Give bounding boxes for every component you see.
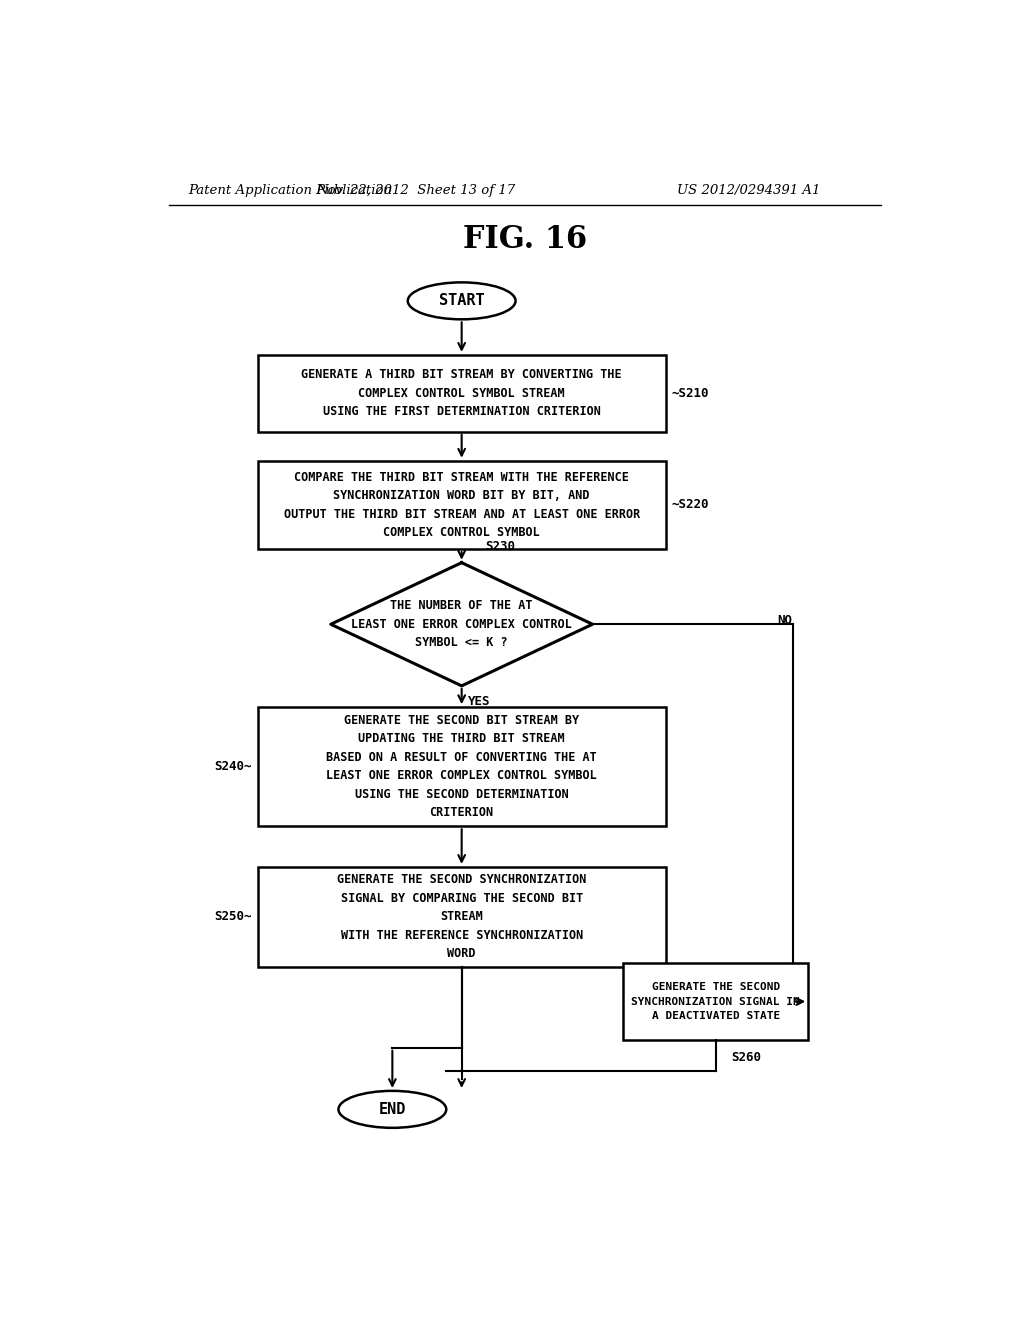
Ellipse shape [339,1090,446,1127]
Text: US 2012/0294391 A1: US 2012/0294391 A1 [677,185,820,197]
Text: S240~: S240~ [214,760,252,774]
Text: S260: S260 [731,1051,761,1064]
Ellipse shape [408,282,515,319]
Text: GENERATE THE SECOND
SYNCHRONIZATION SIGNAL IN
A DEACTIVATED STATE: GENERATE THE SECOND SYNCHRONIZATION SIGN… [632,982,800,1020]
Bar [258,461,666,549]
Text: FIG. 16: FIG. 16 [463,224,587,255]
Text: S250~: S250~ [214,911,252,924]
Bar [258,355,666,432]
Text: COMPARE THE THIRD BIT STREAM WITH THE REFERENCE
SYNCHRONIZATION WORD BIT BY BIT,: COMPARE THE THIRD BIT STREAM WITH THE RE… [284,471,640,539]
Text: GENERATE THE SECOND BIT STREAM BY
UPDATING THE THIRD BIT STREAM
BASED ON A RESUL: GENERATE THE SECOND BIT STREAM BY UPDATI… [327,714,597,820]
Text: Nov. 22, 2012  Sheet 13 of 17: Nov. 22, 2012 Sheet 13 of 17 [315,185,515,197]
Text: GENERATE A THIRD BIT STREAM BY CONVERTING THE
COMPLEX CONTROL SYMBOL STREAM
USIN: GENERATE A THIRD BIT STREAM BY CONVERTIN… [301,368,622,418]
Text: THE NUMBER OF THE AT
LEAST ONE ERROR COMPLEX CONTROL
SYMBOL <= K ?: THE NUMBER OF THE AT LEAST ONE ERROR COM… [351,599,572,649]
Text: Patent Application Publication: Patent Application Publication [188,185,392,197]
Text: GENERATE THE SECOND SYNCHRONIZATION
SIGNAL BY COMPARING THE SECOND BIT
STREAM
WI: GENERATE THE SECOND SYNCHRONIZATION SIGN… [337,874,587,961]
Text: S230: S230 [484,540,515,553]
Text: END: END [379,1102,407,1117]
Polygon shape [331,562,593,686]
Text: NO: NO [777,614,793,627]
Text: YES: YES [468,696,490,708]
Bar [624,964,808,1040]
Bar [258,708,666,826]
Text: START: START [439,293,484,309]
Text: ~S220: ~S220 [672,499,710,511]
Text: ~S210: ~S210 [672,387,710,400]
Bar [258,867,666,966]
